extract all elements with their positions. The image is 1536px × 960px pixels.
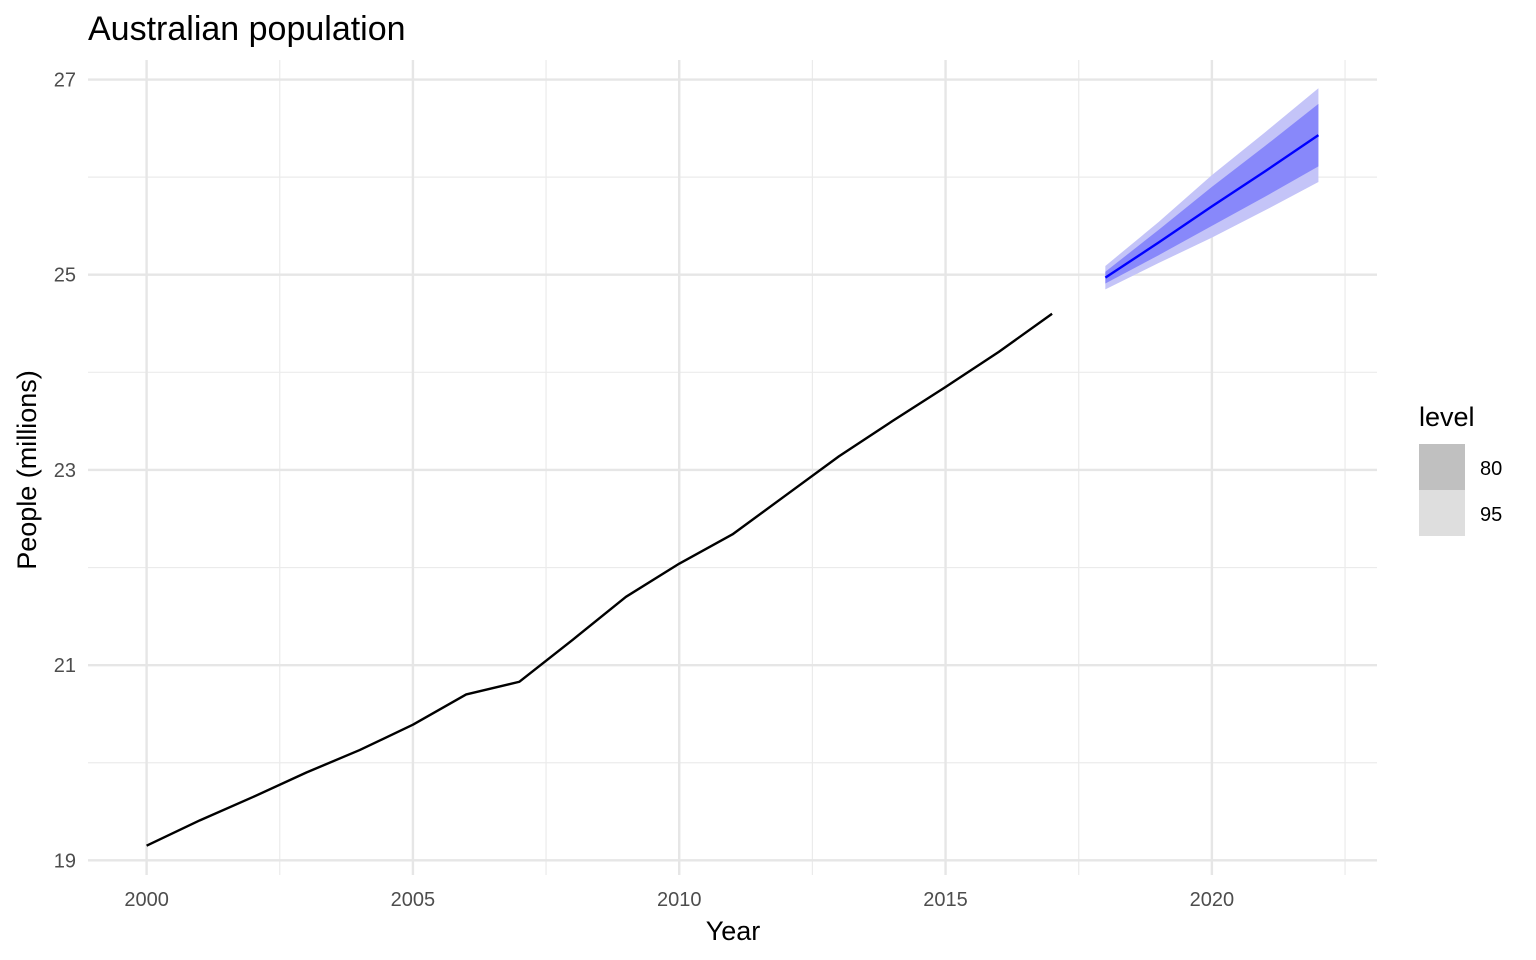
interval-80-band — [1105, 103, 1319, 284]
legend-key-95 — [1419, 490, 1465, 536]
x-axis-ticks: 2000 2005 2010 2015 2020 — [124, 889, 1234, 911]
y-tick-label: 21 — [54, 655, 76, 677]
x-tick-label: 2005 — [391, 889, 436, 911]
y-axis-ticks: 19 21 23 25 27 — [54, 70, 76, 873]
chart-title: Australian population — [88, 10, 406, 48]
y-tick-label: 19 — [54, 850, 76, 872]
y-tick-label: 25 — [54, 265, 76, 287]
x-tick-label: 2020 — [1190, 889, 1235, 911]
legend-key-80 — [1419, 444, 1465, 490]
x-tick-label: 2000 — [124, 889, 169, 911]
series-lines — [146, 134, 1320, 847]
x-axis-title: Year — [706, 916, 761, 946]
y-tick-label: 23 — [54, 460, 76, 482]
forecast-line — [1104, 134, 1320, 279]
x-tick-label: 2010 — [657, 889, 702, 911]
legend-label-80: 80 — [1480, 458, 1502, 480]
y-axis-title: People (millions) — [12, 370, 42, 570]
y-tick-label: 27 — [54, 70, 76, 92]
history-line — [146, 312, 1053, 847]
legend: level 80 95 — [1419, 402, 1502, 536]
major-gridlines — [88, 60, 1377, 875]
minor-gridlines — [88, 60, 1377, 875]
legend-title: level — [1419, 402, 1475, 432]
legend-label-95: 95 — [1480, 504, 1502, 526]
x-tick-label: 2015 — [923, 889, 968, 911]
prediction-intervals — [1105, 88, 1319, 290]
